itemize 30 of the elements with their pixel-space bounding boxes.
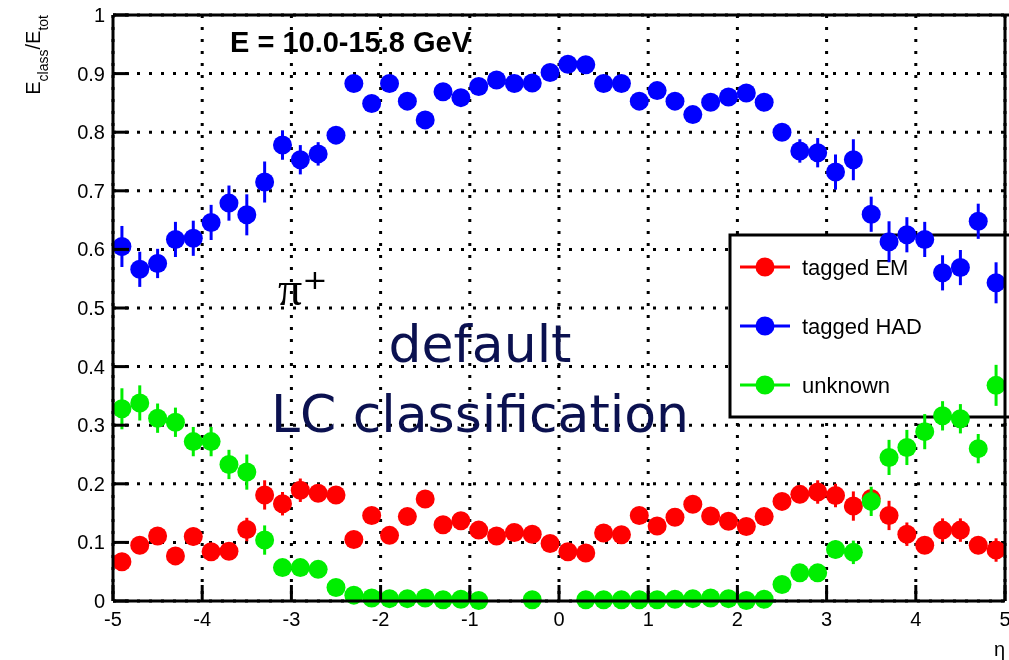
x-tick-label: -2 [371,608,390,630]
y-tick-label: 0 [93,590,105,612]
x-tick-label: 3 [821,608,833,630]
annotation: π⁺ [278,262,328,315]
y-tick-label: 1 [93,4,105,26]
x-axis-title: η [993,638,1005,660]
x-tick-label: -4 [193,608,212,630]
x-tick-label: -5 [104,608,122,630]
y-tick-label: 0.6 [77,238,105,261]
legend-label: unknown [802,373,891,398]
y-tick-label: 0.2 [77,472,105,495]
annotation: default [388,314,572,374]
y-tick-label: 0.5 [77,297,105,319]
legend-label: tagged HAD [802,314,922,339]
x-tick-label: 0 [553,608,565,630]
y-tick-label: 0.4 [77,355,105,378]
x-tick-label: 5 [999,608,1009,630]
y-tick-label: 0.1 [77,531,105,554]
y-tick-label: 0.9 [77,62,105,85]
y-tick-label: 0.7 [77,179,105,202]
x-tick-label: -1 [460,608,479,630]
legend-label: tagged EM [802,255,909,280]
y-tick-label: 0.8 [77,121,105,144]
annotation: E = 10.0-15.8 GeV [230,26,472,58]
x-tick-label: 1 [642,608,654,630]
x-tick-label: 4 [910,608,922,630]
annotation: LC classification [270,384,690,444]
x-tick-label: -3 [282,608,301,630]
y-tick-label: 0.3 [77,414,105,437]
x-tick-label: 2 [731,608,743,630]
